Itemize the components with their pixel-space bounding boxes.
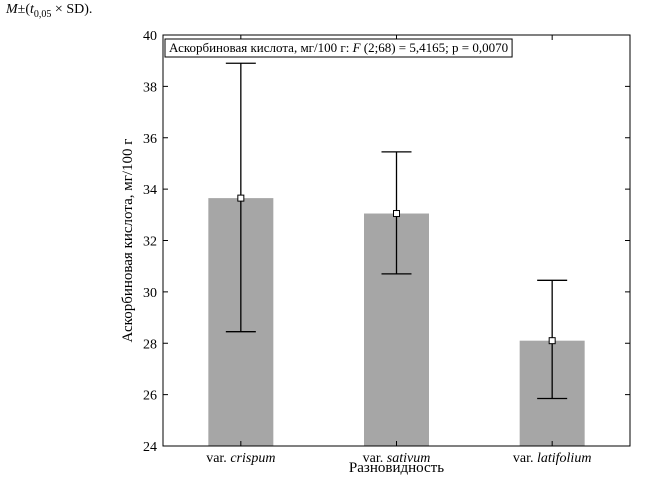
x-tick-prefix: var. (206, 451, 230, 466)
annotation-text: Аскорбиновая кислота, мг/100 г: F (2;68)… (169, 40, 508, 55)
x-tick-label-crispum: var. crispum (206, 451, 275, 466)
caption-t-sub: 0,05 (33, 8, 52, 20)
y-tick-label: 28 (143, 337, 157, 352)
error-bars-group (225, 62, 568, 400)
mean-marker-sativum (393, 210, 400, 218)
y-tick-label: 26 (143, 389, 157, 404)
y-tick-label: 36 (143, 132, 157, 147)
caption-t: t (30, 2, 34, 17)
caption-m: M (6, 2, 18, 17)
mean-marker-crispum (237, 194, 245, 202)
y-tick-label: 38 (143, 80, 157, 95)
x-tick-label-latifolium: var. latifolium (513, 451, 592, 466)
x-tick-prefix: var. (363, 451, 387, 466)
x-tick-label-sativum: var. sativum (363, 451, 431, 466)
x-tick-name: crispum (230, 451, 275, 466)
caption-rest: × SD). (51, 2, 93, 17)
annotation-border (164, 38, 513, 58)
mean-marker-latifolium (548, 337, 556, 345)
annotation-box: Аскорбиновая кислота, мг/100 г: F (2;68)… (164, 38, 513, 58)
y-axis-label: Аскорбиновая кислота, мг/100 г (120, 139, 136, 343)
caption-pm: ±( (17, 2, 31, 17)
x-axis: var. crispum var. sativum var. latifolium (206, 35, 591, 466)
x-axis-label: Разновидность (349, 460, 444, 476)
y-tick-label: 32 (143, 235, 157, 250)
y-tick-label: 30 (143, 286, 157, 301)
x-tick-name: latifolium (537, 451, 591, 466)
x-tick-name: sativum (387, 451, 431, 466)
annotation-part: (2;68) = 5,4165; p = 0,0070 (361, 40, 509, 55)
y-tick-label: 34 (143, 183, 157, 198)
y-axis: 24 26 28 30 32 34 36 38 40 (143, 29, 630, 455)
y-tick-label: 24 (143, 440, 157, 455)
annotation-f-stat: F (352, 40, 362, 55)
figure-caption-fragment: M±(t0,05 × SD). (6, 2, 92, 20)
annotation-part: Аскорбиновая кислота, мг/100 г: (169, 40, 353, 55)
x-tick-prefix: var. (513, 451, 537, 466)
y-tick-label: 40 (143, 29, 157, 44)
